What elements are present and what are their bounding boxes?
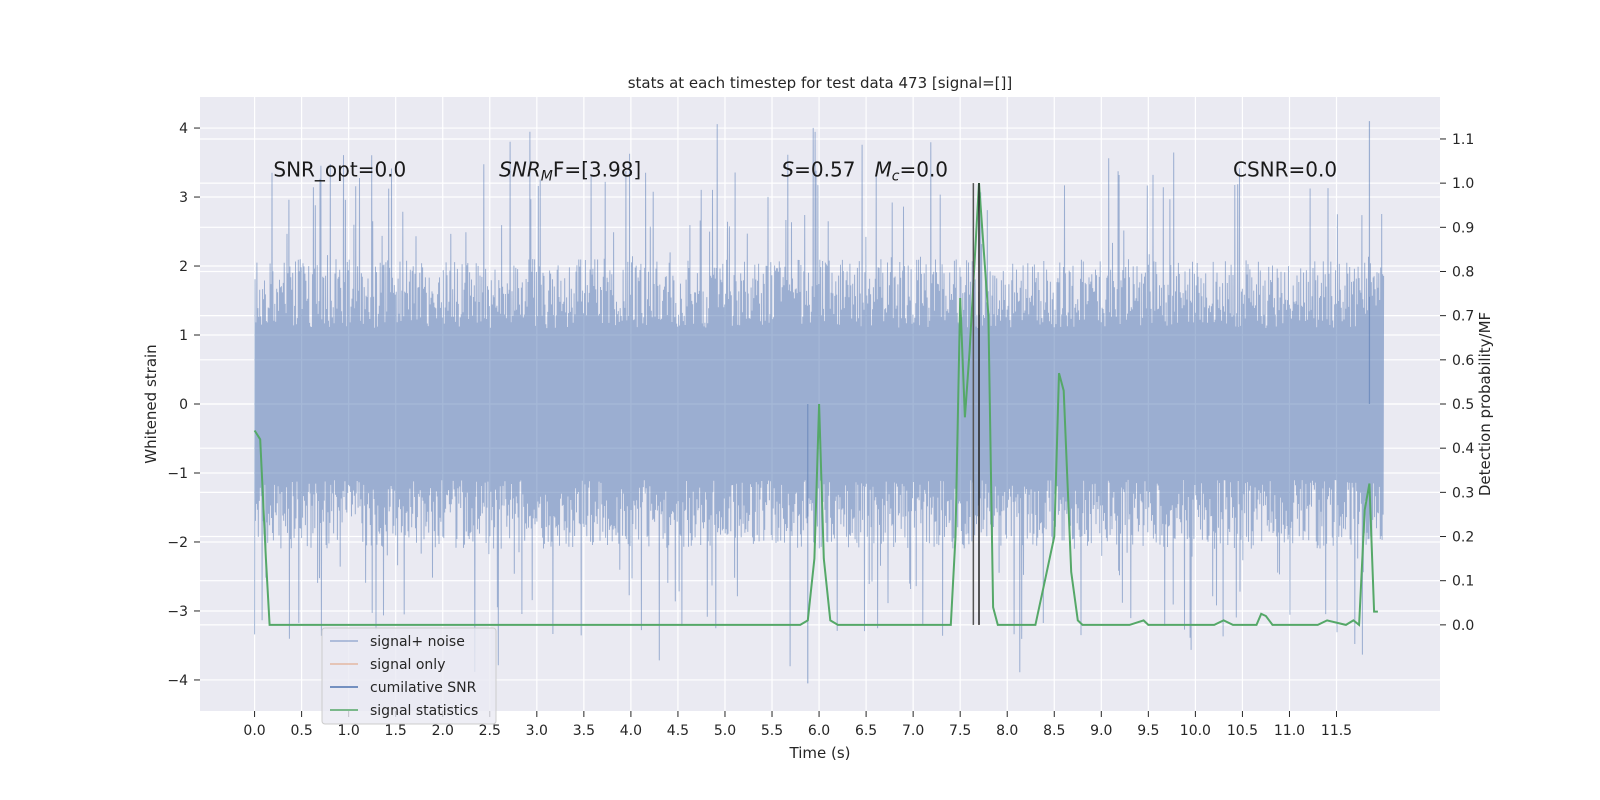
x-tick-label: 8.5: [1043, 723, 1065, 739]
y-left-tick-label: 2: [179, 259, 188, 275]
y-right-tick-label: 0.9: [1452, 220, 1474, 236]
y-left-tick-label: −4: [167, 673, 188, 689]
y-right-tick-label: 1.1: [1452, 132, 1474, 148]
y-left-tick-label: −2: [167, 535, 188, 551]
annotation-m-symbol: M: [875, 157, 892, 181]
x-tick-label: 10.0: [1180, 723, 1211, 739]
x-tick-label: 2.5: [479, 723, 501, 739]
y-axis-left-label: Whitened strain: [142, 344, 160, 463]
y-right-tick-label: 0.6: [1452, 353, 1474, 369]
y-right-tick-label: 1.0: [1452, 176, 1474, 192]
x-tick-label: 6.5: [855, 723, 877, 739]
x-tick-label: 7.0: [902, 723, 924, 739]
legend-box: [321, 627, 497, 725]
x-tick-label: 3.0: [526, 723, 548, 739]
y-left-tick-label: 0: [179, 397, 188, 413]
y-right-tick-label: 0.1: [1452, 574, 1474, 590]
x-tick-label: 5.5: [761, 723, 783, 739]
y-axis-left-ticks: −4 −3 −2 −1 0 1 2 3 4: [167, 121, 200, 689]
y-right-tick-label: 0.0: [1452, 618, 1474, 634]
y-axis-right-label: Detection probability/MF: [1476, 312, 1494, 496]
y-axis-right-ticks: 0.0 0.1 0.2 0.3 0.4 0.5 0.6 0.7 0.8 0.9 1.0 1.1: [1440, 132, 1474, 634]
y-left-tick-label: 3: [179, 190, 188, 206]
annotation-snr-opt: SNR_opt=0.0: [273, 157, 406, 181]
y-left-tick-label: −1: [167, 466, 188, 482]
annotations: SNR_opt=0.0 SNRMF=[3.98] S=0.57 Mc=0.0 C…: [273, 157, 1337, 184]
x-tick-label: 8.0: [996, 723, 1018, 739]
x-tick-label: 4.0: [620, 723, 642, 739]
legend-label-cumilative-snr: cumilative SNR: [370, 680, 477, 696]
annotation-snr-mf-rest: F=[3.98]: [553, 157, 641, 181]
x-tick-label: 3.5: [573, 723, 595, 739]
y-right-tick-label: 0.5: [1452, 397, 1474, 413]
annotation-csnr: CSNR=0.0: [1233, 157, 1337, 181]
signal-statistics-series: [253, 183, 1378, 627]
y-right-tick-label: 0.8: [1452, 264, 1474, 280]
annotation-snr-mf-sub: M: [541, 168, 553, 184]
legend-label-signal-statistics: signal statistics: [370, 703, 478, 719]
x-tick-label: 5.0: [714, 723, 736, 739]
x-tick-label: 1.5: [385, 723, 407, 739]
legend-label-signal-noise: signal+ noise: [370, 634, 465, 650]
x-tick-label: 11.0: [1274, 723, 1305, 739]
annotation-s-value: =0.57: [794, 157, 874, 181]
chart-title: stats at each timestep for test data 473…: [628, 74, 1013, 92]
x-tick-label: 0.0: [243, 723, 265, 739]
y-left-tick-label: −3: [167, 604, 188, 620]
x-tick-label: 11.5: [1321, 723, 1352, 739]
x-axis-ticks: 0.0 0.5 1.0 1.5 2.0 2.5 3.0 3.5 4.0 4.5 5.0 5.5 6.0 6…: [243, 711, 1352, 739]
x-tick-label: 9.0: [1090, 723, 1112, 739]
x-tick-label: 0.5: [290, 723, 312, 739]
y-right-tick-label: 0.3: [1452, 485, 1474, 501]
y-right-tick-label: 0.4: [1452, 441, 1474, 457]
x-tick-label: 1.0: [338, 723, 360, 739]
x-tick-label: 7.5: [949, 723, 971, 739]
y-left-tick-label: 4: [179, 121, 188, 137]
x-tick-label: 4.5: [667, 723, 689, 739]
annotation-snr-mf-base: SNR: [499, 157, 541, 181]
annotation-m-value: =0.0: [899, 157, 948, 181]
y-right-tick-label: 0.2: [1452, 530, 1474, 546]
legend: signal+ noise signal only cumilative SNR…: [321, 627, 497, 725]
x-tick-label: 2.0: [432, 723, 454, 739]
y-right-tick-label: 0.7: [1452, 309, 1474, 325]
x-axis-label: Time (s): [789, 744, 851, 762]
x-tick-label: 9.5: [1137, 723, 1159, 739]
x-tick-label: 6.0: [808, 723, 830, 739]
signal-statistics-line: [253, 183, 1378, 627]
y-left-tick-label: 1: [179, 328, 188, 344]
annotation-s-symbol: S: [781, 157, 794, 181]
vertical-markers: [972, 183, 980, 625]
annotation-s-mc: S=0.57 Mc=0.0: [781, 157, 948, 184]
annotation-m-sub: c: [892, 168, 900, 184]
annotation-snr-mf: SNRMF=[3.98]: [499, 157, 641, 184]
legend-label-signal-only: signal only: [370, 657, 445, 673]
x-tick-label: 10.5: [1227, 723, 1258, 739]
